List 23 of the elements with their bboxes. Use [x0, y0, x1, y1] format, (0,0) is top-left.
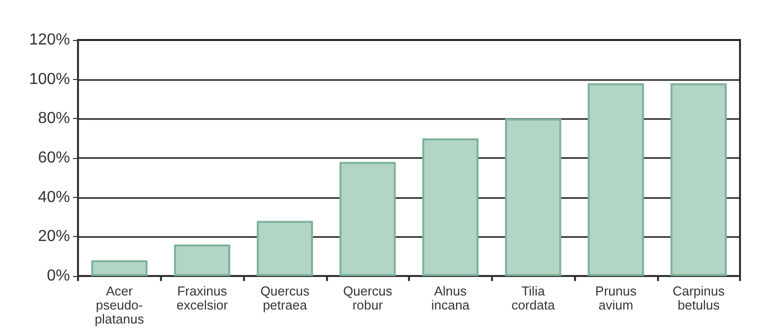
- bar: [174, 244, 230, 276]
- bar: [91, 260, 148, 276]
- bar: [588, 83, 644, 276]
- x-tick-label: Quercus robur: [343, 284, 393, 312]
- y-tick-label: 20%: [38, 228, 70, 246]
- x-tick-label: Fraxinus excelsior: [176, 284, 228, 312]
- bar: [670, 83, 727, 276]
- bar: [339, 162, 396, 276]
- x-tick-label: Alnus incana: [431, 284, 470, 312]
- y-tick-label: 60%: [38, 150, 70, 166]
- y-tick-label: 100%: [29, 70, 70, 88]
- y-tick-label: 0%: [46, 268, 70, 284]
- x-tick-label: Tilia cordata: [511, 284, 556, 312]
- bar: [256, 220, 314, 276]
- y-tick-label: 120%: [29, 32, 70, 48]
- x-tick-label: Carpinus betulus: [672, 284, 726, 312]
- x-tick-label: Quercus petraea: [260, 284, 310, 312]
- bar: [504, 118, 562, 276]
- x-tick-label: Prunus avium: [595, 284, 637, 312]
- y-tick-label: 40%: [38, 188, 70, 206]
- y-tick-label: 80%: [38, 110, 70, 128]
- x-tick-label: Acer pseudo- platanus: [94, 284, 144, 326]
- bar: [422, 138, 479, 276]
